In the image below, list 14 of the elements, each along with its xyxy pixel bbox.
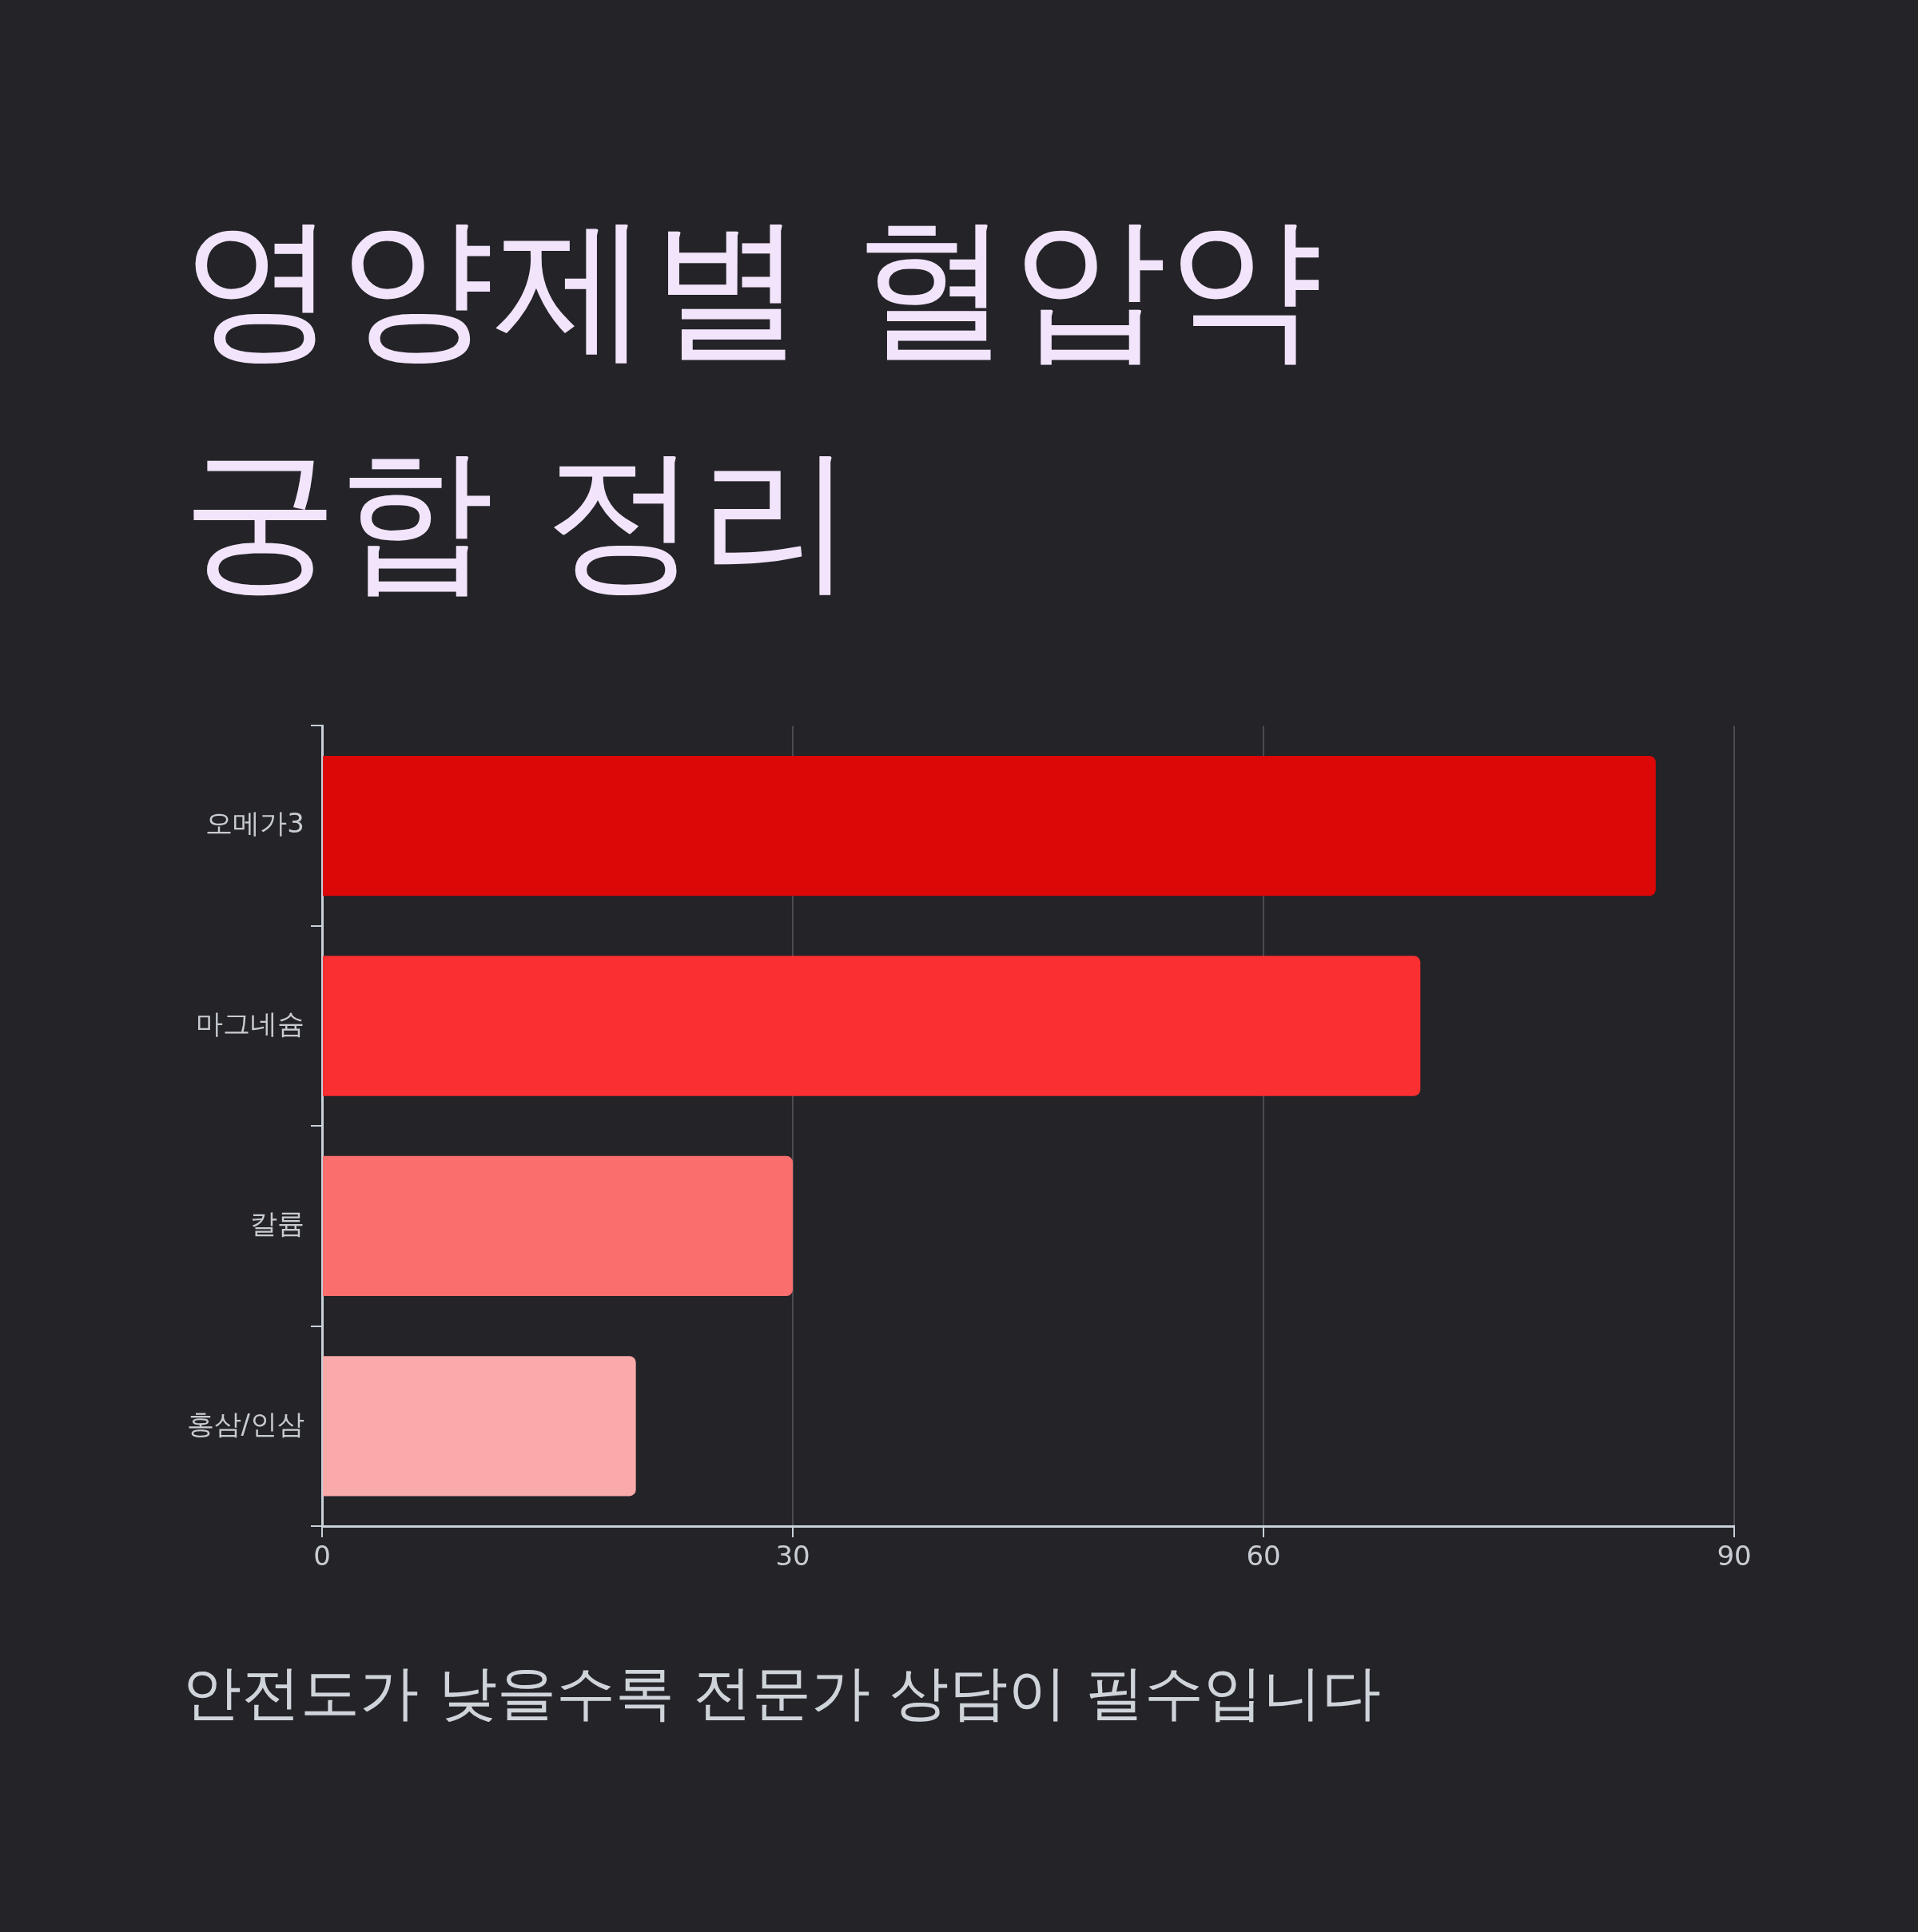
bar	[323, 755, 1656, 896]
bar	[323, 1155, 793, 1297]
y-tick-label: 마그네슘	[196, 1007, 304, 1040]
x-tick-label: 60	[1246, 1540, 1281, 1572]
y-tick-label: 칼륨	[250, 1207, 304, 1240]
y-tick-label: 오메가3	[205, 807, 304, 840]
x-tick-label: 90	[1717, 1540, 1752, 1572]
y-tick-label: 홍삼/인삼	[186, 1407, 304, 1440]
x-tick-label: 0	[313, 1540, 331, 1572]
bar	[323, 956, 1421, 1096]
bar	[323, 1356, 636, 1497]
chart-title: 영양제별 혈압약 궁합 정리	[182, 196, 1323, 611]
text: 안전도가 낮을수록 전문가 상담이 필수입니다	[182, 1657, 1382, 1728]
x-tick-label: 30	[775, 1540, 810, 1572]
